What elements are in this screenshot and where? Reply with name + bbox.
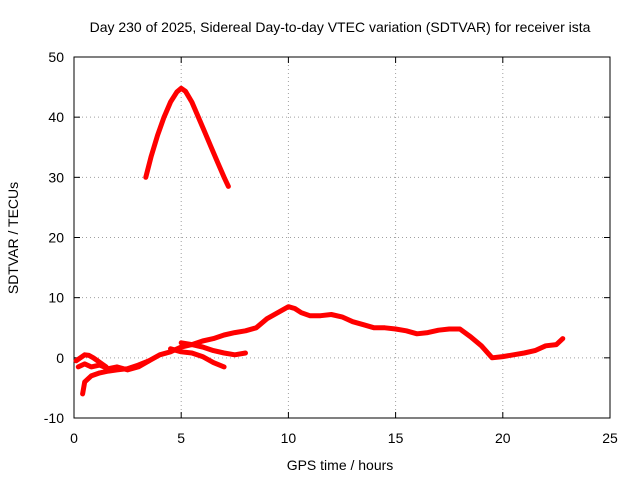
series-early-wiggle: [73, 352, 109, 370]
grid-lines: [74, 57, 610, 418]
series-branch-a: [168, 346, 227, 370]
data-series: [73, 85, 566, 397]
chart-title: Day 230 of 2025, Sidereal Day-to-day VTE…: [90, 19, 591, 35]
y-tick-label: 50: [48, 49, 64, 65]
series-arc-peak: [143, 85, 231, 189]
y-tick-label: 0: [56, 350, 64, 366]
x-tick-label: 5: [177, 430, 185, 446]
x-tick-label: 25: [602, 430, 618, 446]
x-tick-label: 20: [495, 430, 511, 446]
axis-ticks: 0 5 10 15 20 25 -10 0 10 20 30 40 50: [44, 49, 618, 446]
y-tick-label: 10: [48, 290, 64, 306]
x-tick-label: 0: [70, 430, 78, 446]
y-tick-label: 40: [48, 109, 64, 125]
y-tick-label: 30: [48, 169, 64, 185]
y-tick-label: 20: [48, 230, 64, 246]
y-tick-label: -10: [44, 410, 64, 426]
series-branch-b: [178, 340, 248, 358]
x-tick-label: 15: [388, 430, 404, 446]
series-start-loop: [80, 358, 152, 397]
y-axis-label: SDTVAR / TECUs: [5, 182, 21, 294]
x-axis-label: GPS time / hours: [287, 457, 394, 473]
x-tick-label: 10: [281, 430, 297, 446]
